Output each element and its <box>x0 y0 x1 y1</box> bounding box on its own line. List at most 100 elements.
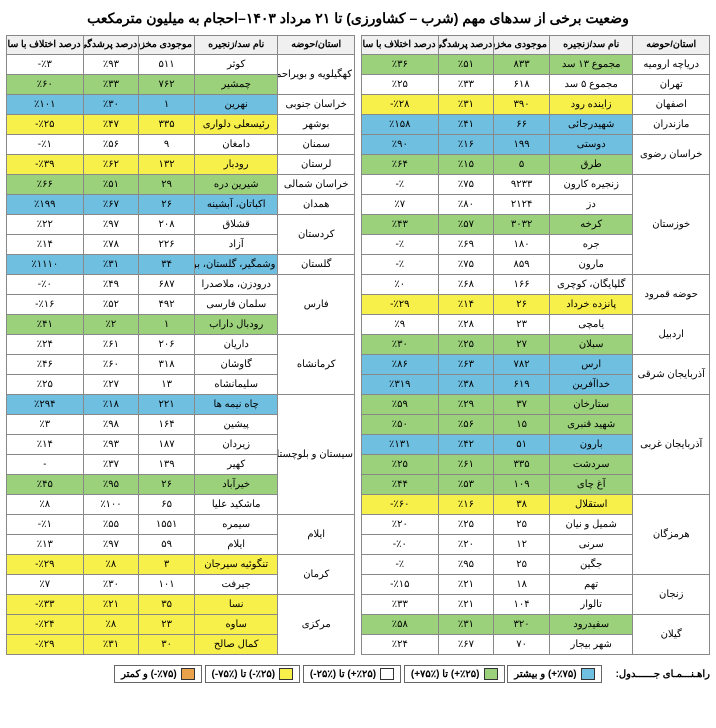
diff-cell: ٪- <box>362 235 439 255</box>
province-cell: خراسان شمالی <box>278 175 355 195</box>
pct-cell: ٪۹۳ <box>83 435 139 455</box>
vol-cell: ۲۵ <box>494 515 550 535</box>
diff-cell: ٪۲۹- <box>7 555 84 575</box>
diff-cell: ٪۲۵- <box>7 115 84 135</box>
dam-cell: جره <box>549 235 633 255</box>
dam-cell: سرنی <box>549 535 633 555</box>
diff-cell: ٪۳۳ <box>362 595 439 615</box>
province-cell: خراسان جنوبی <box>278 95 355 115</box>
pct-cell: ٪۲۵ <box>438 515 494 535</box>
diff-cell: ٪- <box>362 255 439 275</box>
pct-cell: ٪۹۷ <box>83 535 139 555</box>
pct-cell: ٪۳۱ <box>438 615 494 635</box>
dam-cell: تهم <box>549 575 633 595</box>
vol-cell: ۱۵۵۱ <box>139 515 195 535</box>
vol-cell: ۳۳۵ <box>494 455 550 475</box>
diff-cell: ٪۱۴ <box>7 435 84 455</box>
dam-cell: بارون <box>549 435 633 455</box>
pct-cell: ٪۹۳ <box>83 55 139 75</box>
table-row: مازندرانشهیدرجائی۶۶٪۴۱٪۱۵۸ <box>362 115 710 135</box>
diff-cell: ٪- <box>362 175 439 195</box>
province-cell: آذربایجان غربی <box>633 395 710 495</box>
province-cell: خوزستان <box>633 175 710 275</box>
dam-cell: زنجیره کارون <box>549 175 633 195</box>
vol-cell: ۳۲۰ <box>494 615 550 635</box>
dam-cell: سبلان <box>549 335 633 355</box>
diff-cell: ٪۴۴ <box>362 475 439 495</box>
dam-cell: شهر بیجار <box>549 635 633 655</box>
table-row: مرکزینسا۳۵٪۲۱٪۳۳- <box>7 595 355 615</box>
legend-swatch: (٪۲۵-) تا (٪۷۵-) <box>205 665 301 683</box>
diff-cell: ٪۲۴ <box>362 635 439 655</box>
diff-cell: ٪۹۰ <box>362 135 439 155</box>
col-volume: موجودی مخزن <box>494 36 550 55</box>
vol-cell: ۶۱۹ <box>494 375 550 395</box>
diff-cell: ٪۷ <box>7 575 84 595</box>
pct-cell: ٪۹۸ <box>83 415 139 435</box>
dam-cell: کمال صالح <box>194 635 278 655</box>
vol-cell: ۲۶ <box>494 295 550 315</box>
legend-text: (٪۲۵+) تا (٪۷۵+) <box>411 669 480 680</box>
vol-cell: ۴۹۲ <box>139 295 195 315</box>
dam-cell: شهیدرجائی <box>549 115 633 135</box>
dam-cell: رئیسعلی دلواری <box>194 115 278 135</box>
province-cell: همدان <box>278 195 355 215</box>
vol-cell: ۲۹ <box>139 175 195 195</box>
diff-cell: ٪۲۹- <box>362 295 439 315</box>
diff-cell: ٪۲۲ <box>7 215 84 235</box>
diff-cell: ٪۳۰ <box>362 335 439 355</box>
diff-cell: ٪۳۶ <box>362 55 439 75</box>
vol-cell: ۶۶ <box>494 115 550 135</box>
province-cell: زنجان <box>633 575 710 615</box>
pct-cell: ٪۵۲ <box>83 295 139 315</box>
dam-cell: شمیل و نیان <box>549 515 633 535</box>
pct-cell: ٪۳۳ <box>83 75 139 95</box>
dam-cell: رودبار <box>194 155 278 175</box>
diff-cell: ٪۲۸- <box>362 95 439 115</box>
legend-text: (٪۷۵-) و کمتر <box>121 669 177 680</box>
pct-cell: ٪۳۳ <box>438 75 494 95</box>
vol-cell: ۸۵۹ <box>494 255 550 275</box>
pct-cell: ٪۶۱ <box>438 455 494 475</box>
dam-cell: کرخه <box>549 215 633 235</box>
pct-cell: ٪۹۵ <box>83 475 139 495</box>
pct-cell: ٪۸ <box>83 615 139 635</box>
pct-cell: ٪۵۶ <box>83 135 139 155</box>
col-province: استان/حوضه <box>278 36 355 55</box>
vol-cell: ۱۰۹ <box>494 475 550 495</box>
dam-cell: کوثر <box>194 55 278 75</box>
dam-cell: گلپایگان، کوچری <box>549 275 633 295</box>
province-cell: تهران <box>633 75 710 95</box>
diff-cell: ٪۵۸ <box>362 615 439 635</box>
dam-cell: چمشیر <box>194 75 278 95</box>
diff-cell: ٪۱۳ <box>7 535 84 555</box>
diff-cell: ٪۱۶- <box>7 295 84 315</box>
vol-cell: ۲۲۶ <box>139 235 195 255</box>
pct-cell: ٪۵۶ <box>438 415 494 435</box>
vol-cell: ۷۶۲ <box>139 75 195 95</box>
dam-cell: طرق <box>549 155 633 175</box>
pct-cell: ٪۲۵ <box>438 335 494 355</box>
province-cell: کردستان <box>278 215 355 255</box>
dam-cell: شهید قنبری <box>549 415 633 435</box>
table-row: خراسان شمالیشیرین دره۲۹٪۵۱٪۶۶ <box>7 175 355 195</box>
vol-cell: ۳۳۵ <box>139 115 195 135</box>
table-row: سیستان و بلوچستانچاه نیمه ها۲۲۱٪۱۸٪۲۹۴ <box>7 395 355 415</box>
pct-cell: ٪۷۸ <box>83 235 139 255</box>
diff-cell: ٪۳ <box>7 415 84 435</box>
dam-cell: کهیر <box>194 455 278 475</box>
dam-cell: آغ چای <box>549 475 633 495</box>
legend-color-box <box>181 668 195 680</box>
table-row: همداناکباتان، آبشینه۲۶٪۶۷٪۱۹۹ <box>7 195 355 215</box>
dam-cell: دوستی <box>549 135 633 155</box>
pct-cell: ٪۱۵ <box>438 155 494 175</box>
vol-cell: ۸۳۳ <box>494 55 550 75</box>
table-row: اردبیلیامچی۲۳٪۲۸٪۹ <box>362 315 710 335</box>
pct-cell: ٪۶۷ <box>438 635 494 655</box>
table-row: فارسدرودزن، ملاصدرا۶۸۷٪۴۹٪۰- <box>7 275 355 295</box>
vol-cell: ۳ <box>139 555 195 575</box>
vol-cell: ۲۳ <box>494 315 550 335</box>
province-cell: سمنان <box>278 135 355 155</box>
pct-cell: ٪۱۴ <box>438 295 494 315</box>
col-volume: موجودی مخزن <box>139 36 195 55</box>
